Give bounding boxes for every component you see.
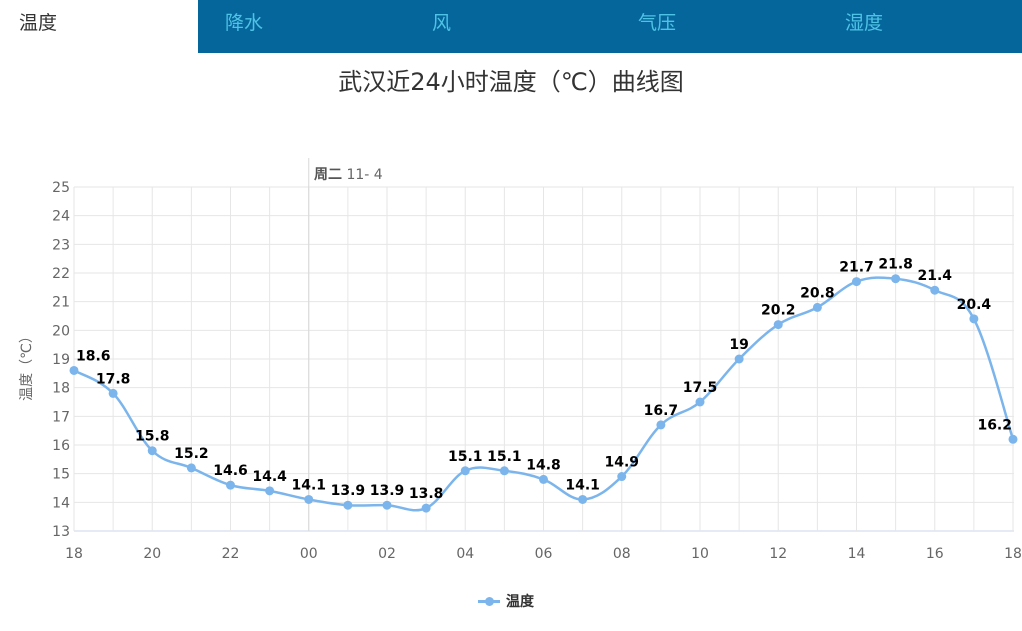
- data-point[interactable]: [617, 472, 627, 482]
- svg-text:04: 04: [456, 546, 474, 562]
- tab-pressure[interactable]: 气压: [638, 12, 677, 34]
- data-point[interactable]: [578, 494, 588, 504]
- svg-text:温度（℃）: 温度（℃）: [19, 329, 35, 401]
- tab-bar: [198, 0, 1022, 53]
- svg-text:02: 02: [378, 546, 396, 562]
- data-point[interactable]: [656, 420, 666, 430]
- svg-text:16: 16: [52, 438, 70, 454]
- data-point[interactable]: [852, 277, 861, 287]
- svg-text:18: 18: [1004, 546, 1022, 562]
- svg-text:15.1: 15.1: [487, 449, 522, 465]
- tab-temperature[interactable]: 温度: [0, 0, 198, 53]
- data-point[interactable]: [147, 446, 157, 456]
- svg-text:17: 17: [52, 409, 70, 425]
- data-point[interactable]: [69, 365, 79, 375]
- svg-text:14.8: 14.8: [526, 457, 561, 473]
- svg-text:20: 20: [143, 546, 161, 562]
- data-point[interactable]: [265, 486, 275, 496]
- tab-strip: 温度 降水 风 气压 湿度: [0, 0, 1022, 53]
- svg-text:23: 23: [52, 237, 70, 253]
- data-point[interactable]: [460, 466, 470, 476]
- data-labels: 18.617.815.815.214.6 14.414.1 13.9 13.9 13.8…: [76, 257, 1012, 502]
- legend-dot-icon: [485, 596, 494, 606]
- svg-text:10: 10: [691, 546, 709, 562]
- svg-text:13.9: 13.9: [331, 483, 366, 499]
- svg-text:19: 19: [52, 352, 70, 368]
- date-weekday: 周二: [314, 167, 342, 183]
- svg-text:14.6: 14.6: [213, 463, 248, 479]
- data-point[interactable]: [969, 314, 979, 324]
- svg-text:18.6: 18.6: [76, 348, 111, 364]
- data-point[interactable]: [108, 388, 118, 398]
- chart-grid: [73, 158, 1014, 532]
- data-point[interactable]: [421, 503, 431, 513]
- svg-text:17.8: 17.8: [96, 371, 131, 387]
- temperature-markers[interactable]: [69, 274, 1018, 513]
- svg-text:14.4: 14.4: [252, 469, 287, 485]
- svg-text:08: 08: [613, 546, 631, 562]
- data-point[interactable]: [539, 474, 548, 484]
- date-marker: 周二 11- 4: [314, 164, 383, 184]
- legend-item-temperature[interactable]: 温度: [478, 590, 534, 612]
- svg-text:14.1: 14.1: [291, 477, 326, 493]
- svg-text:13.8: 13.8: [409, 486, 444, 502]
- svg-text:21.8: 21.8: [878, 257, 913, 273]
- y-axis-ticks: 13 14 15 16 17 18 19 20 21 22 23 24 25: [52, 180, 70, 540]
- svg-text:13.9: 13.9: [370, 483, 405, 499]
- svg-text:19: 19: [729, 337, 748, 353]
- svg-text:16.2: 16.2: [977, 417, 1012, 433]
- data-point[interactable]: [930, 285, 940, 295]
- data-point[interactable]: [695, 397, 705, 407]
- svg-text:20: 20: [52, 323, 70, 339]
- svg-text:21.4: 21.4: [917, 268, 952, 284]
- svg-text:14: 14: [848, 546, 866, 562]
- data-point[interactable]: [499, 466, 509, 476]
- svg-text:06: 06: [535, 546, 553, 562]
- svg-text:21.7: 21.7: [839, 260, 874, 276]
- svg-text:20.8: 20.8: [800, 285, 835, 301]
- svg-text:18: 18: [52, 381, 70, 397]
- svg-text:18: 18: [65, 546, 83, 562]
- chart-title: 武汉近24小时温度（℃）曲线图: [338, 68, 684, 96]
- svg-text:22: 22: [222, 546, 240, 562]
- svg-text:20.2: 20.2: [761, 303, 796, 319]
- tab-precipitation[interactable]: 降水: [225, 12, 264, 34]
- data-point[interactable]: [226, 480, 235, 490]
- svg-text:22: 22: [52, 266, 70, 282]
- svg-text:25: 25: [52, 180, 70, 196]
- svg-text:20.4: 20.4: [957, 297, 992, 313]
- svg-text:21: 21: [52, 295, 70, 311]
- svg-text:14: 14: [52, 495, 70, 511]
- x-axis-ticks: 18 20 22 00 02 04 06 08 10 12 14 16 18: [65, 546, 1022, 562]
- svg-text:13: 13: [52, 524, 70, 540]
- data-point[interactable]: [343, 500, 353, 510]
- data-point[interactable]: [304, 494, 314, 504]
- data-point[interactable]: [186, 463, 196, 473]
- data-point[interactable]: [773, 320, 783, 330]
- svg-text:15.8: 15.8: [135, 429, 170, 445]
- svg-text:17.5: 17.5: [683, 380, 718, 396]
- svg-text:00: 00: [300, 546, 318, 562]
- svg-text:16.7: 16.7: [644, 403, 679, 419]
- y-axis-title: 温度（℃）: [19, 329, 35, 401]
- legend-label: 温度: [506, 594, 534, 610]
- data-point[interactable]: [812, 302, 822, 312]
- date-value: 11- 4: [346, 167, 383, 183]
- tab-wind[interactable]: 风: [432, 12, 452, 34]
- data-point[interactable]: [1008, 434, 1018, 444]
- svg-text:24: 24: [52, 209, 70, 225]
- svg-text:12: 12: [769, 546, 787, 562]
- svg-text:15.1: 15.1: [448, 449, 483, 465]
- legend-line-icon: [478, 596, 500, 606]
- svg-text:14.1: 14.1: [565, 477, 600, 493]
- svg-text:16: 16: [926, 546, 944, 562]
- svg-text:14.9: 14.9: [604, 455, 639, 471]
- svg-text:15: 15: [52, 467, 70, 483]
- data-point[interactable]: [734, 354, 744, 364]
- data-point[interactable]: [891, 274, 901, 284]
- svg-text:15.2: 15.2: [174, 446, 209, 462]
- tab-humidity[interactable]: 湿度: [845, 12, 884, 34]
- data-point[interactable]: [382, 500, 392, 510]
